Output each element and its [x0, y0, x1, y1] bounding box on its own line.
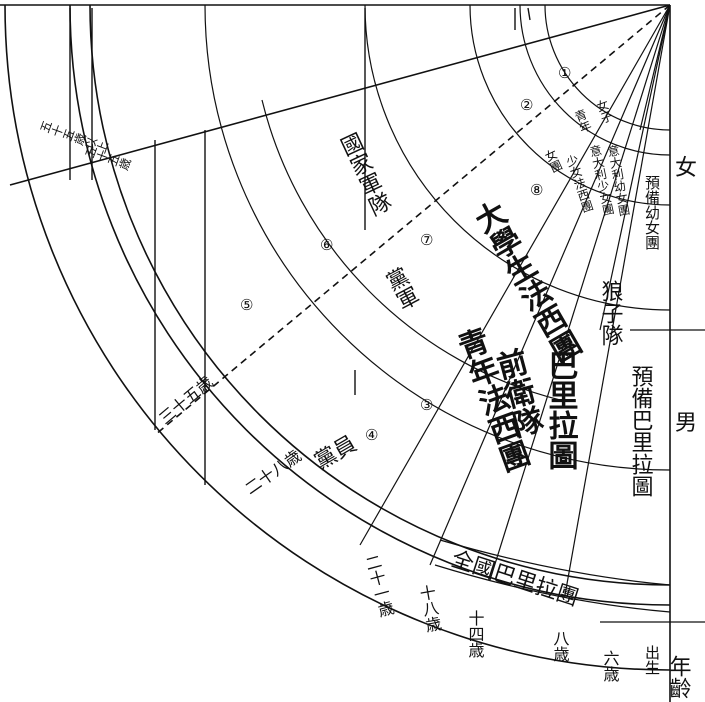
circled-number-2: ② [520, 96, 533, 114]
arc-21 [261, 99, 561, 401]
circled-number-6: ⑥ [320, 236, 333, 254]
label-balilla: 巴里拉圖 [543, 350, 579, 470]
radial-5 [599, 4, 671, 331]
radial-4 [564, 4, 671, 596]
age-28: 二十八歳 [241, 446, 304, 498]
age-21: 二十一歳 [361, 553, 396, 620]
radial-2 [429, 4, 671, 566]
label-militia: 國家軍隊 [334, 130, 394, 221]
age-14: 十四歳 [466, 610, 485, 658]
radial-1 [359, 4, 671, 546]
arc-28 [204, 4, 671, 471]
balilla-band-inner [439, 539, 671, 586]
arc-14 [469, 4, 671, 206]
label-women-fascist: 女團 [541, 146, 564, 175]
circled-number-3: ③ [420, 396, 433, 414]
circled-number-8: ⑧ [530, 181, 543, 199]
circled-number-5: ⑤ [240, 296, 253, 314]
arc-35 [89, 4, 671, 586]
arc-18 [364, 4, 671, 311]
label-female: 女 [675, 156, 697, 181]
arc-outer [4, 4, 671, 671]
radial-55-line [9, 4, 671, 186]
label-women: 女子 [593, 96, 615, 125]
radial-dashed-line [154, 4, 671, 436]
age-35: 三十五歳 [155, 372, 216, 428]
label-age: 年齡 [666, 655, 692, 699]
balilla-band-outer [434, 564, 671, 613]
age-8: 八歳 [551, 630, 570, 662]
label-prep-balilla: 預備巴里拉圖 [628, 365, 654, 497]
circled-number-7: ⑦ [420, 231, 433, 249]
circled-number-1: ① [558, 64, 571, 82]
age-6: 六歳 [601, 650, 620, 682]
label-cub: 狼子隊 [598, 280, 624, 346]
arrow-8 [527, 7, 531, 21]
label-male: 男 [675, 411, 697, 436]
radial-3 [489, 4, 671, 581]
arc-55 [69, 4, 671, 606]
age-55-above: 五十五歳以上 [38, 118, 110, 156]
age-18: 十八歳 [416, 583, 443, 634]
label-youth: 青年 [571, 107, 593, 135]
label-prep-girls: 預備幼女團 [643, 175, 661, 250]
label-all-balilla: 全國巴里拉團 [448, 547, 581, 612]
label-party-members: 黨員 [311, 432, 362, 476]
circled-number-4: ④ [365, 426, 378, 444]
radial-6 [639, 4, 671, 131]
label-birth: 出生 [643, 645, 661, 675]
arc-8 [519, 4, 671, 156]
